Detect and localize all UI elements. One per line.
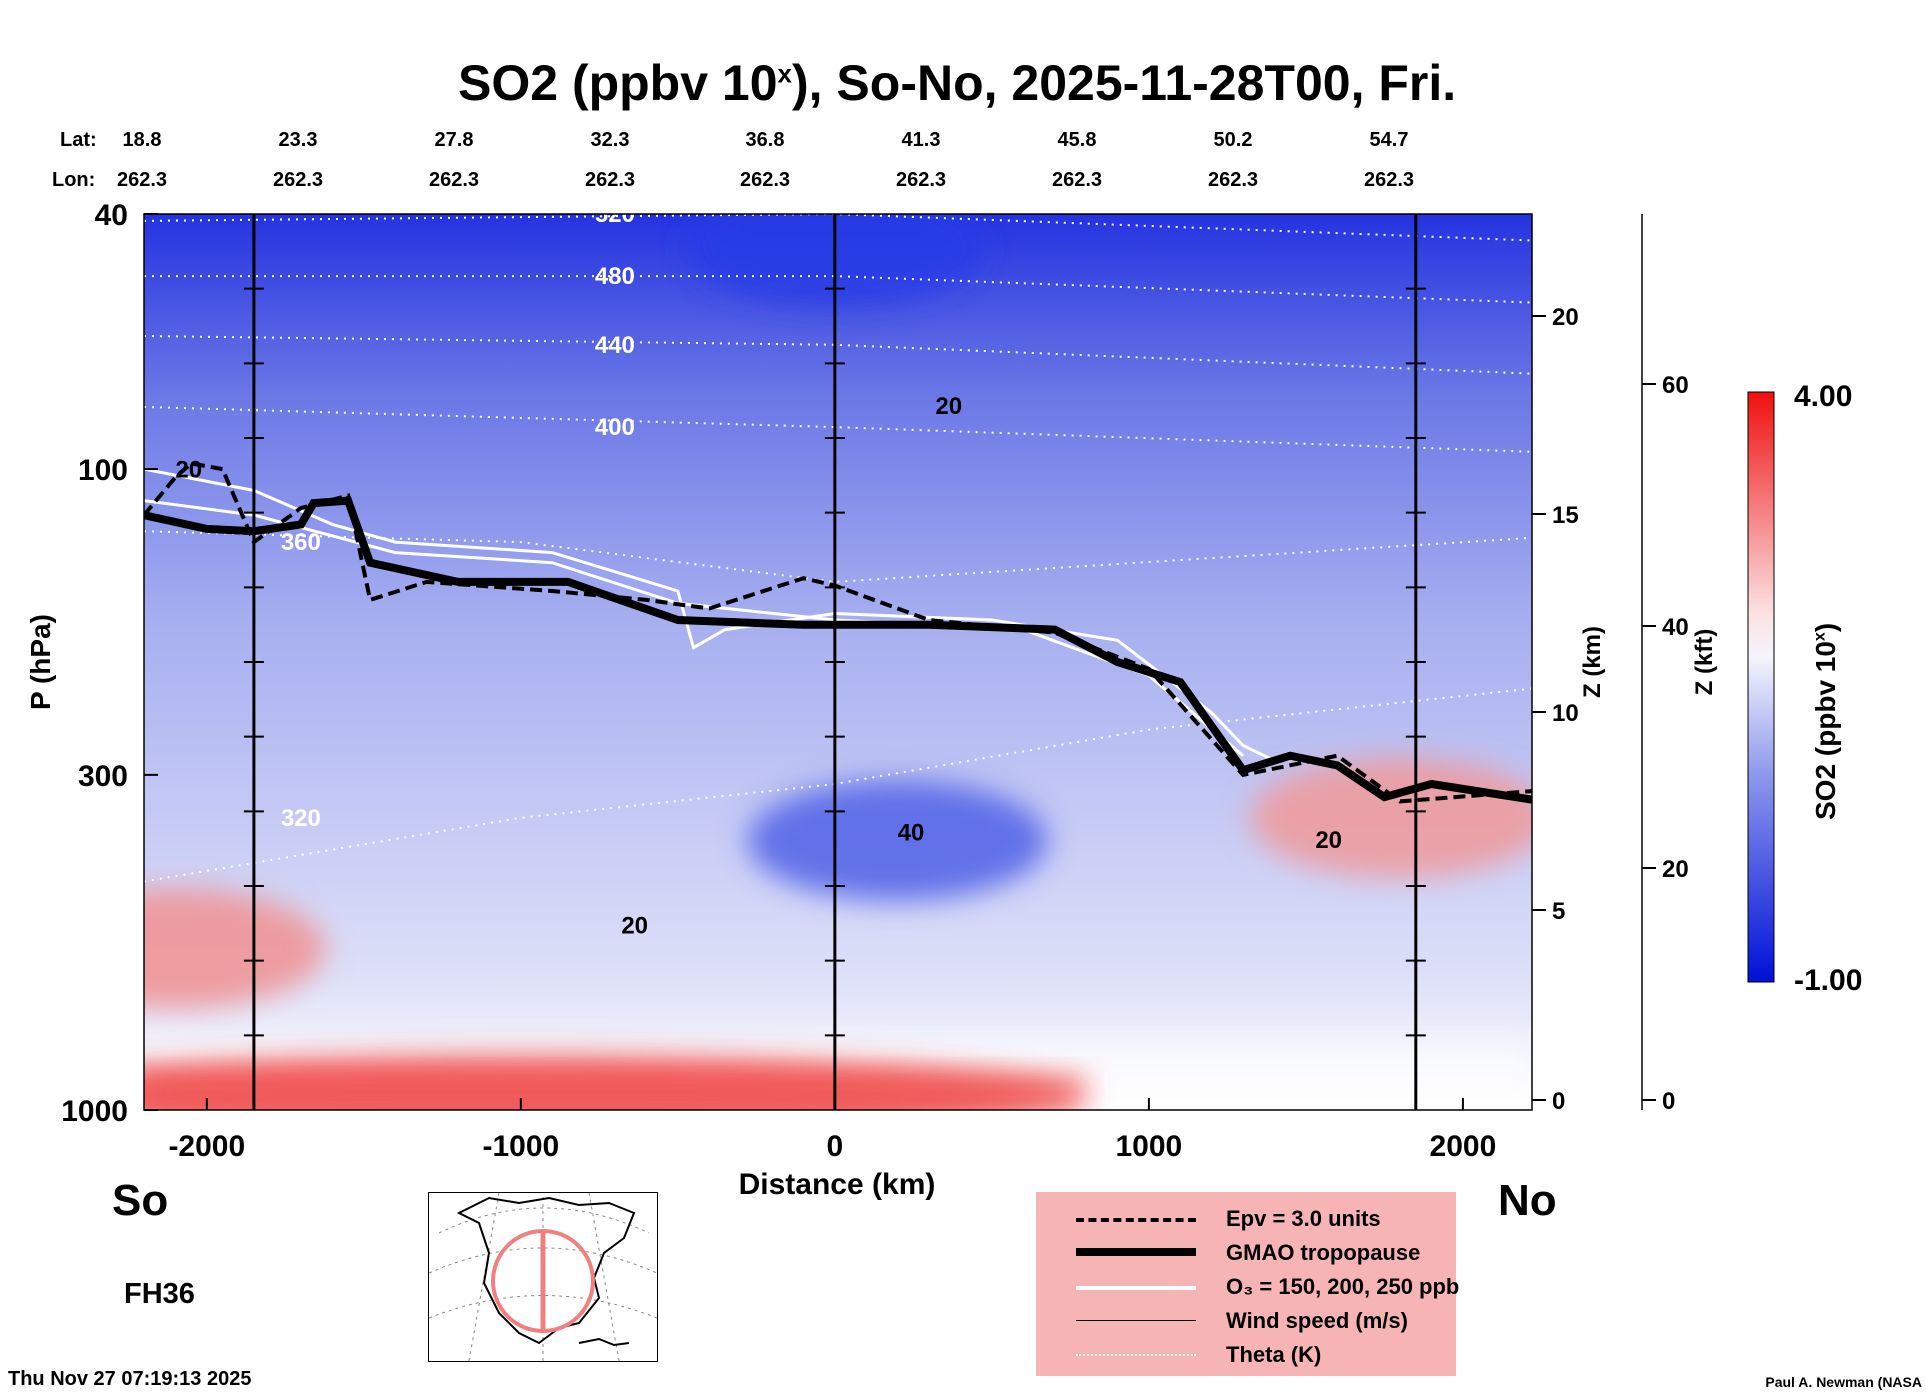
- legend-item-wind: Wind speed (m/s): [1036, 1304, 1456, 1338]
- lat-value: 27.8: [435, 129, 474, 151]
- x-axis-label: Distance (km): [739, 1168, 936, 1201]
- so2-feature-blob: [1250, 757, 1532, 878]
- north-label: No: [1498, 1176, 1557, 1225]
- theta-contour: [144, 687, 1532, 883]
- theta-label: 320: [281, 805, 321, 832]
- z-km-tick-label: 5: [1552, 898, 1565, 925]
- lon-value: 262.3: [1364, 169, 1414, 191]
- epv-contour: [144, 461, 1532, 804]
- lon-value: 262.3: [1208, 169, 1258, 191]
- lat-value: 50.2: [1214, 129, 1253, 151]
- legend-item-theta: Theta (K): [1036, 1338, 1456, 1372]
- z-km-axis-label: Z (km): [1579, 626, 1606, 698]
- lat-value: 32.3: [591, 129, 630, 151]
- z-kft-tick-label: 60: [1662, 372, 1689, 399]
- locator-map: [428, 1192, 658, 1362]
- x-tick-label: -1000: [482, 1130, 559, 1163]
- gmao-tropopause: [144, 496, 1532, 804]
- legend-item-epv: Epv = 3.0 units: [1036, 1202, 1456, 1236]
- theta-label: 360: [281, 529, 321, 556]
- z-km-tick-label: 10: [1552, 700, 1579, 727]
- lon-value: 262.3: [740, 169, 790, 191]
- colorbar-min-label: -1.00: [1794, 964, 1862, 997]
- z-kft-axis-label: Z (kft): [1691, 629, 1718, 696]
- legend-thin-swatch: [1076, 1320, 1196, 1321]
- lat-value: 41.3: [902, 129, 941, 151]
- lon-value: 262.3: [117, 169, 167, 191]
- z-kft-tick-label: 0: [1662, 1088, 1675, 1115]
- legend-item-tropopause: GMAO tropopause: [1036, 1236, 1456, 1270]
- lat-value: 36.8: [746, 129, 785, 151]
- so2-feature-blob: [747, 780, 1048, 901]
- y-axis-label: P (hPa): [25, 614, 56, 710]
- chart-title: SO2 (ppbv 10x), So-No, 2025-11-28T00, Fr…: [458, 55, 1457, 111]
- lat-row-label: Lat:: [60, 129, 97, 151]
- theta-label: 400: [595, 414, 635, 441]
- legend: Epv = 3.0 units GMAO tropopause O₃ = 150…: [1036, 1192, 1460, 1376]
- lat-value: 18.8: [123, 129, 162, 151]
- wind-speed-label: 40: [898, 820, 925, 847]
- so2-feature-blob: [144, 888, 326, 1009]
- legend-thick-swatch: [1076, 1248, 1196, 1256]
- y-tick-label: 300: [78, 760, 128, 793]
- forecast-hour-label: FH36: [124, 1278, 195, 1310]
- legend-label-tropopause: GMAO tropopause: [1226, 1240, 1421, 1265]
- z-km-tick-label: 15: [1552, 502, 1579, 529]
- south-label: So: [112, 1176, 169, 1225]
- colorbar-max-label: 4.00: [1794, 380, 1852, 413]
- x-tick-label: 2000: [1430, 1130, 1497, 1163]
- lat-value: 45.8: [1058, 129, 1097, 151]
- z-km-tick-label: 0: [1552, 1088, 1565, 1115]
- lon-row-label: Lon:: [52, 169, 95, 191]
- z-km-tick-label: 20: [1552, 304, 1579, 331]
- colorbar-title: SO2 (ppbv 10x): [1810, 622, 1841, 820]
- wind-speed-label: 20: [935, 393, 962, 420]
- y-tick-label: 40: [95, 199, 128, 232]
- lat-value: 54.7: [1370, 129, 1409, 151]
- legend-label-ozone: O₃ = 150, 200, 250 ppb: [1226, 1274, 1460, 1299]
- theta-label: 480: [595, 263, 635, 290]
- z-kft-tick-label: 20: [1662, 856, 1689, 883]
- x-tick-label: -2000: [168, 1130, 245, 1163]
- lon-value: 262.3: [1052, 169, 1102, 191]
- footer-timestamp: Thu Nov 27 07:19:13 2025: [8, 1368, 252, 1390]
- wind-speed-label: 20: [1315, 827, 1342, 854]
- legend-white-swatch: [1076, 1286, 1196, 1290]
- wind-speed-label: 20: [175, 456, 202, 483]
- legend-label-wind: Wind speed (m/s): [1226, 1308, 1408, 1333]
- lon-value: 262.3: [896, 169, 946, 191]
- y-tick-label: 1000: [61, 1095, 128, 1128]
- legend-dotted-swatch: [1076, 1354, 1196, 1356]
- colorbar: [1747, 391, 1775, 983]
- legend-label-epv: Epv = 3.0 units: [1226, 1206, 1381, 1231]
- so2-surface-plume: [144, 1074, 1087, 1110]
- theta-label: 440: [595, 332, 635, 359]
- lat-value: 23.3: [279, 129, 318, 151]
- footer-credit: Paul A. Newman (NASA: [1765, 1374, 1922, 1390]
- y-tick-label: 100: [78, 454, 128, 487]
- theta-label: 520: [595, 201, 635, 228]
- wind-speed-label: 20: [621, 912, 648, 939]
- legend-dashed-swatch: [1076, 1218, 1196, 1222]
- legend-label-theta: Theta (K): [1226, 1342, 1322, 1367]
- legend-item-ozone: O₃ = 150, 200, 250 ppb: [1036, 1270, 1460, 1304]
- lon-value: 262.3: [429, 169, 479, 191]
- x-tick-label: 1000: [1116, 1130, 1183, 1163]
- lon-value: 262.3: [273, 169, 323, 191]
- x-tick-label: 0: [827, 1130, 844, 1163]
- z-kft-tick-label: 40: [1662, 614, 1689, 641]
- locator-map-icon: [428, 1192, 658, 1362]
- lon-value: 262.3: [585, 169, 635, 191]
